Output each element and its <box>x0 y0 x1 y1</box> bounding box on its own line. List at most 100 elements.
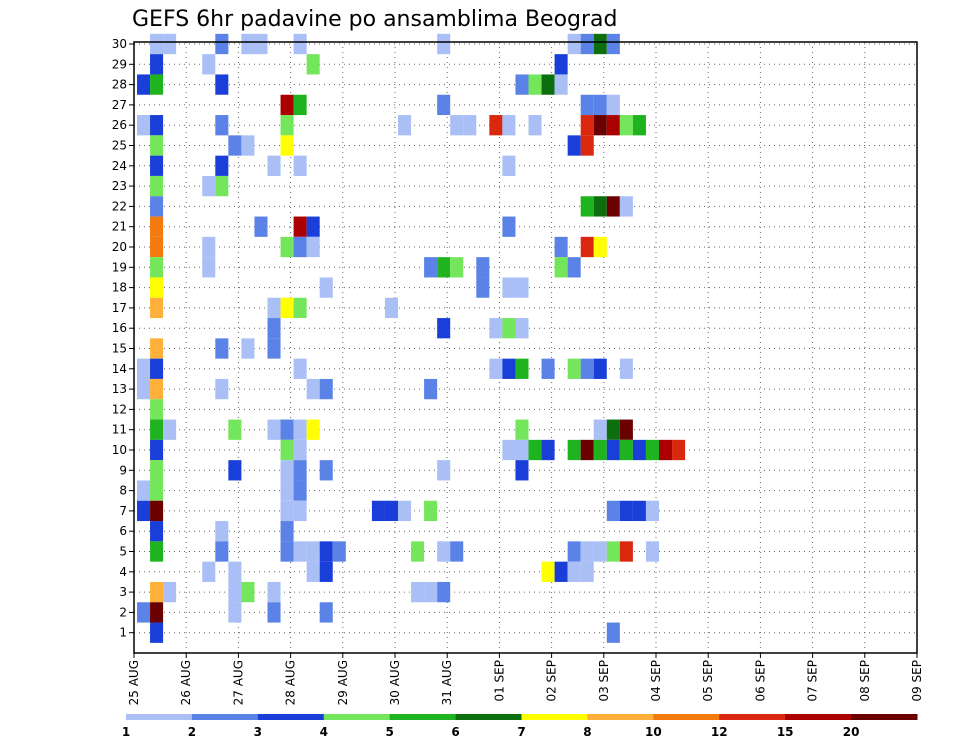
y-tick-label: 8 <box>119 484 127 498</box>
heatmap-cell <box>150 500 164 522</box>
heatmap-cell <box>306 216 320 237</box>
heatmap-cell <box>502 358 516 379</box>
heatmap-cell <box>267 419 281 440</box>
y-tick-label: 23 <box>112 179 127 193</box>
y-tick-label: 6 <box>119 524 127 538</box>
heatmap-cell <box>567 33 581 55</box>
heatmap-cell <box>267 155 281 176</box>
x-tick-label: 31 AUG <box>440 660 454 705</box>
heatmap-cell <box>541 561 555 582</box>
heatmap-cell <box>515 460 529 481</box>
plot-frame <box>133 41 918 654</box>
x-tick-label: 05 SEP <box>701 660 715 702</box>
heatmap-cell <box>202 54 216 75</box>
heatmap-cell <box>502 155 516 176</box>
x-tick-label: 06 SEP <box>753 660 767 702</box>
heatmap-cell <box>241 338 255 359</box>
heatmap-cell <box>280 297 294 319</box>
colorbar-swatch <box>851 714 918 720</box>
x-tick-label: 28 AUG <box>284 660 298 705</box>
heatmap-cell <box>424 581 438 603</box>
heatmap-cell <box>150 439 164 461</box>
heatmap-cell <box>306 561 320 582</box>
heatmap-cell <box>150 581 164 603</box>
heatmap-cell <box>228 561 242 582</box>
heatmap-cell <box>163 581 177 603</box>
heatmap-cell <box>150 419 164 440</box>
heatmap-cell <box>267 602 281 623</box>
heatmap-cell <box>580 358 594 379</box>
heatmap-cell <box>645 500 659 522</box>
heatmap-cell <box>280 480 294 501</box>
heatmap-cell <box>619 500 633 522</box>
x-tick-label: 30 AUG <box>388 660 402 705</box>
heatmap-cell <box>515 74 529 95</box>
heatmap-cell <box>215 541 229 562</box>
heatmap-cell <box>398 500 412 522</box>
heatmap-cell <box>202 175 216 197</box>
heatmap-cell <box>502 439 516 461</box>
heatmap-cell <box>593 33 607 55</box>
heatmap-cell <box>319 541 333 562</box>
heatmap-cell <box>215 521 229 542</box>
heatmap-cell <box>450 115 464 136</box>
heatmap-cell <box>293 419 307 440</box>
colorbar-label: 12 <box>711 725 728 739</box>
y-tick-label: 14 <box>112 362 127 376</box>
y-tick-label: 1 <box>119 626 127 640</box>
colorbar-label: 4 <box>320 725 328 739</box>
y-tick-label: 27 <box>112 98 127 112</box>
heatmap-cell <box>150 115 164 136</box>
heatmap-cell <box>306 541 320 562</box>
heatmap-cell <box>619 196 633 217</box>
heatmap-cell <box>150 196 164 217</box>
colorbar-label: 1 <box>122 725 130 739</box>
heatmap-cell <box>541 439 555 461</box>
heatmap-cell <box>215 378 229 400</box>
y-tick-label: 21 <box>112 220 127 234</box>
heatmap-cell <box>293 541 307 562</box>
heatmap-cell <box>150 33 164 55</box>
heatmap-cell <box>437 581 451 603</box>
heatmap-cell <box>580 561 594 582</box>
heatmap-cells <box>137 33 686 643</box>
heatmap-cell <box>137 602 151 623</box>
heatmap-cell <box>293 480 307 501</box>
x-tick-label: 04 SEP <box>649 660 663 702</box>
y-tick-label: 19 <box>112 260 127 274</box>
heatmap-cell <box>580 115 594 136</box>
heatmap-cell <box>502 318 516 339</box>
heatmap-cell <box>593 196 607 217</box>
heatmap-cell <box>150 602 164 623</box>
heatmap-cell <box>437 33 451 55</box>
colorbar-swatch <box>323 714 391 720</box>
y-tick-label: 9 <box>119 463 127 477</box>
heatmap-cell <box>437 318 451 339</box>
x-tick-label: 02 SEP <box>545 660 559 702</box>
heatmap-cell <box>580 439 594 461</box>
heatmap-cell <box>567 541 581 562</box>
heatmap-cell <box>306 419 320 440</box>
heatmap-cell <box>150 277 164 298</box>
heatmap-cell <box>593 541 607 562</box>
heatmap-cell <box>515 439 529 461</box>
heatmap-cell <box>202 257 216 278</box>
heatmap-cell <box>489 115 503 136</box>
y-tick-label: 25 <box>112 139 127 153</box>
heatmap-cell <box>632 115 646 136</box>
heatmap-cell <box>137 500 151 522</box>
heatmap-cell <box>293 94 307 116</box>
heatmap-cell <box>580 33 594 55</box>
heatmap-cell <box>515 358 529 379</box>
x-tick-label: 27 AUG <box>231 660 245 705</box>
heatmap-cell <box>554 236 568 258</box>
colorbar: 1 2 3 4 5 6 7 8 10 12 15 20 <box>122 714 918 739</box>
heatmap-cell <box>215 115 229 136</box>
heatmap-cell <box>619 541 633 562</box>
heatmap-cell <box>150 541 164 562</box>
x-tick-label: 03 SEP <box>597 660 611 702</box>
heatmap-cell <box>228 419 242 440</box>
heatmap-cell <box>150 358 164 379</box>
x-tick-label: 29 AUG <box>336 660 350 705</box>
